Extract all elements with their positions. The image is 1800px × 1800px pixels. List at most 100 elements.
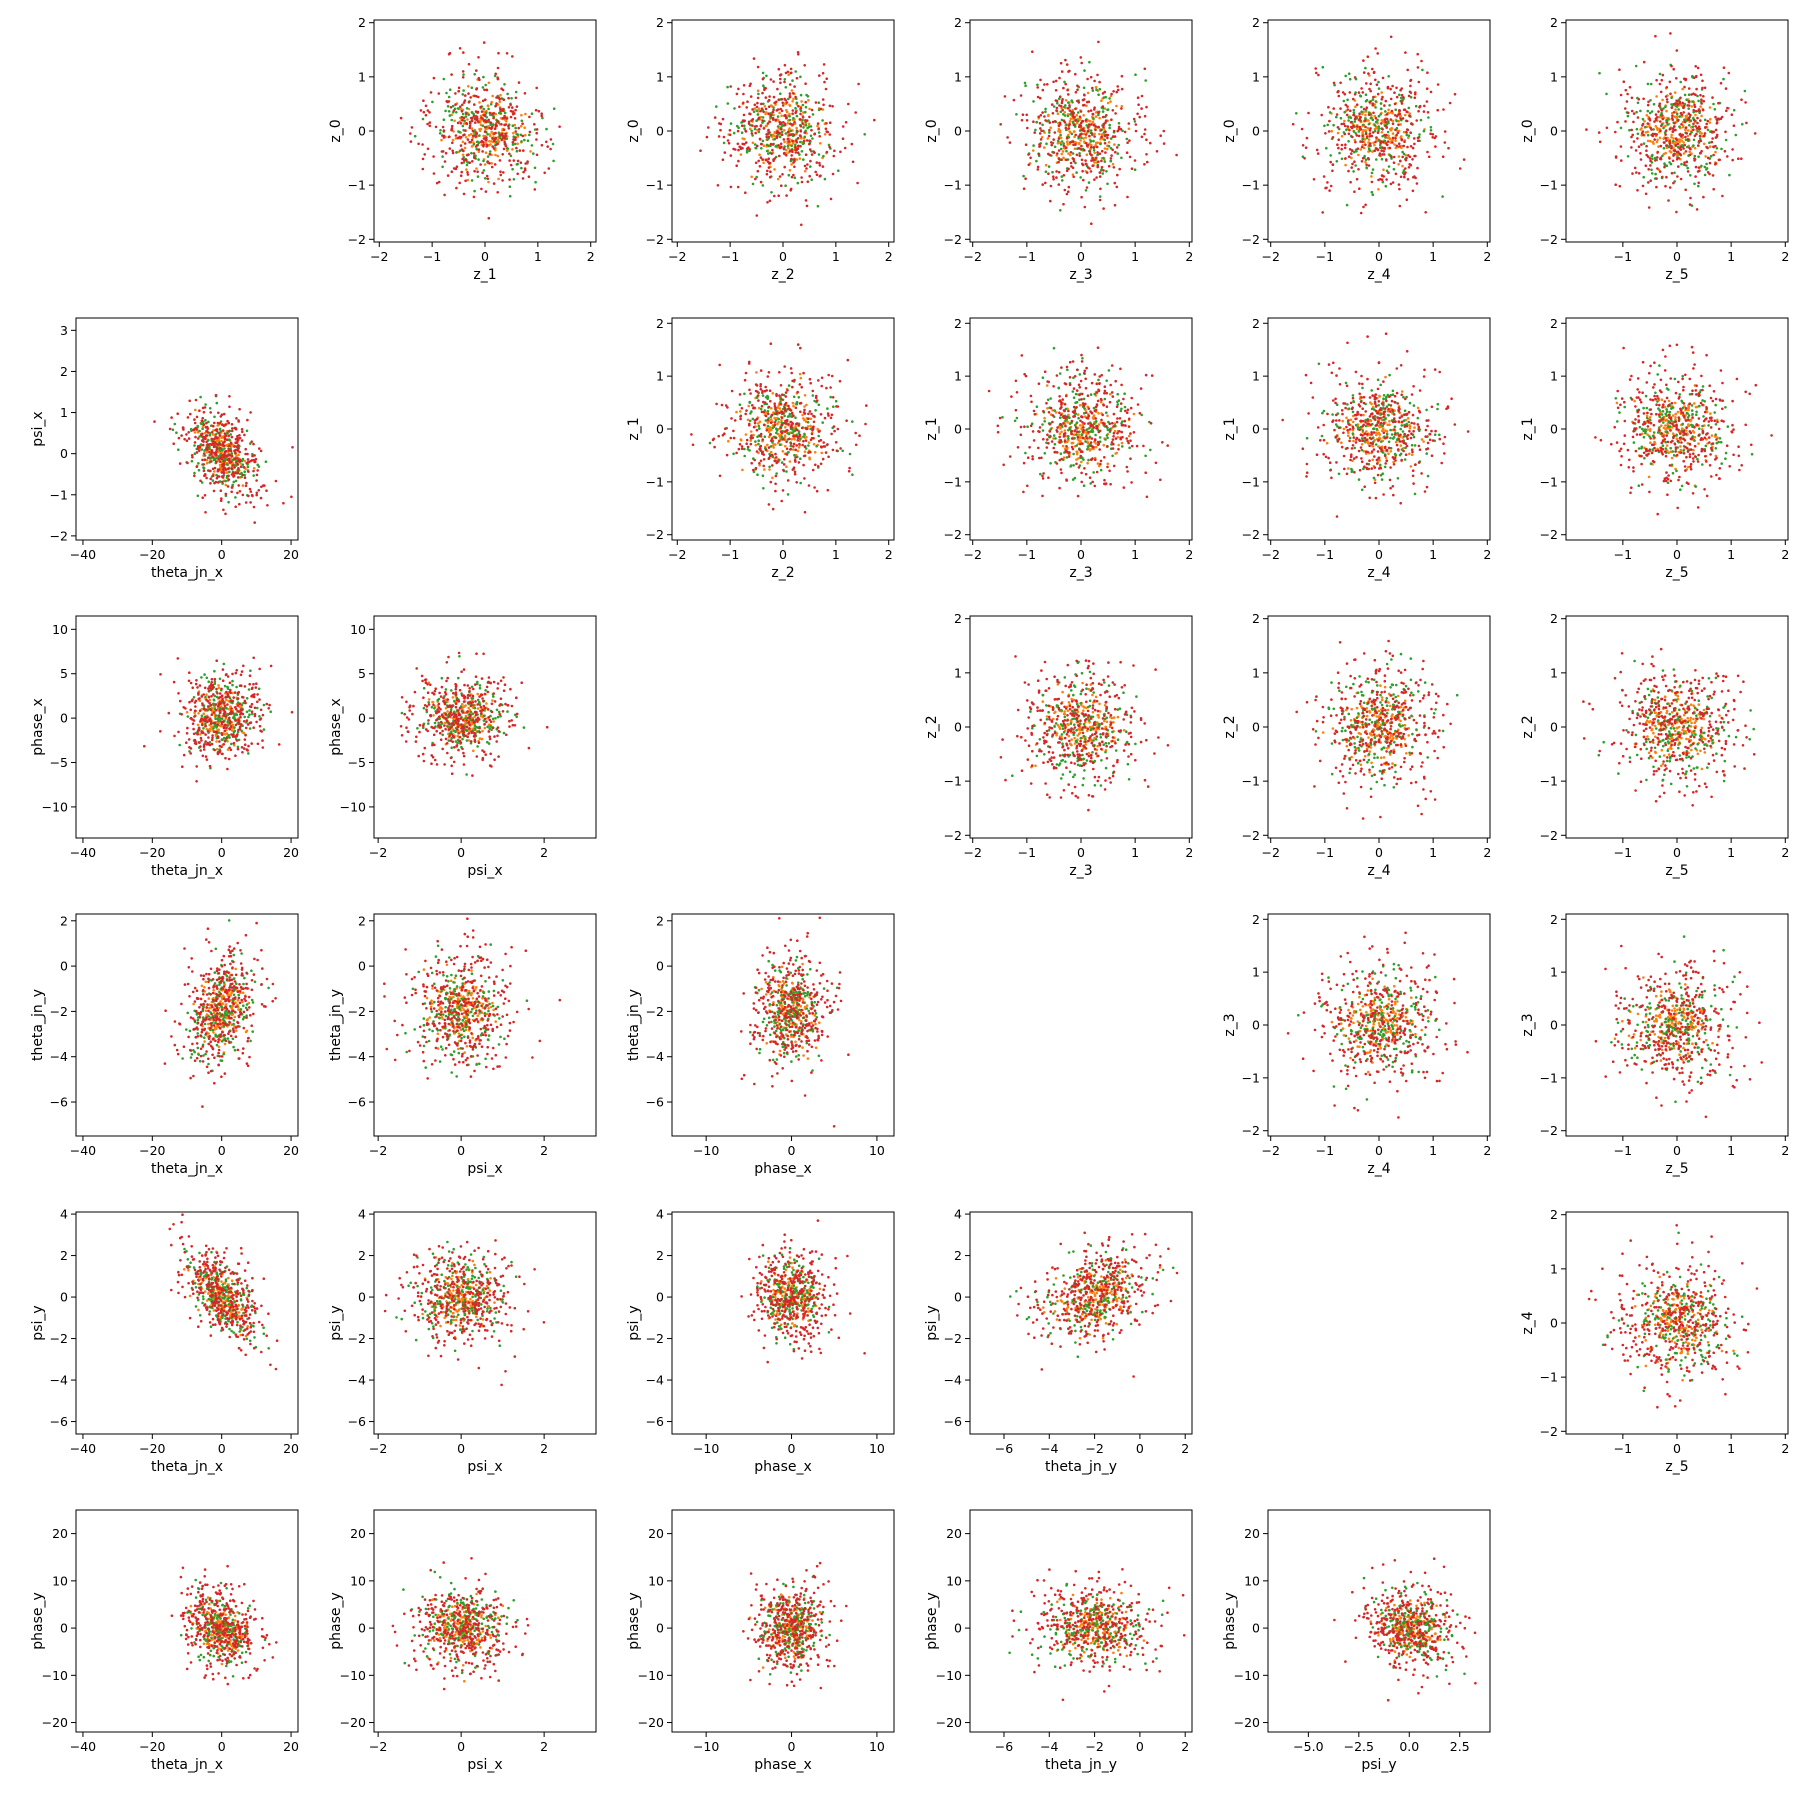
scatter-point: [1377, 188, 1380, 191]
scatter-point: [505, 123, 508, 126]
scatter-point: [1344, 164, 1347, 167]
y-axis-label: z_1: [626, 417, 642, 440]
scatter-point: [253, 467, 256, 470]
scatter-point: [1350, 121, 1353, 124]
scatter-point: [255, 494, 258, 497]
scatter-point: [788, 115, 791, 118]
scatter-point: [1620, 94, 1623, 97]
scatter-point: [485, 151, 488, 154]
scatter-point: [1682, 126, 1685, 129]
scatter-point: [799, 402, 802, 405]
scatter-point: [1362, 124, 1365, 127]
scatter-point: [1659, 129, 1662, 132]
scatter-point: [1043, 146, 1046, 149]
scatter-point: [1350, 157, 1353, 160]
scatter-point: [429, 125, 432, 128]
scatter-point: [1694, 175, 1697, 178]
scatter-point: [1343, 120, 1346, 123]
scatter-point: [1360, 110, 1363, 113]
scatter-point: [1649, 160, 1652, 163]
scatter-point: [1064, 83, 1067, 86]
scatter-point: [1065, 123, 1068, 126]
scatter-point: [249, 411, 252, 414]
scatter-point: [252, 474, 255, 477]
scatter-point: [782, 438, 785, 441]
scatter-point: [999, 123, 1002, 126]
scatter-point: [182, 427, 185, 430]
scatter-point: [1347, 119, 1350, 122]
scatter-point: [465, 136, 468, 139]
scatter-point: [722, 118, 725, 121]
scatter-point: [1687, 107, 1690, 110]
scatter-point: [1429, 133, 1432, 136]
scatter-point: [778, 68, 781, 71]
scatter-point: [535, 132, 538, 135]
scatter-point: [449, 147, 452, 150]
scatter-point: [1090, 140, 1093, 143]
scatter-point: [1394, 108, 1397, 111]
x-tick-label: −1: [1614, 249, 1632, 264]
scatter-point: [235, 428, 238, 431]
x-tick-label: −2: [668, 547, 686, 562]
scatter-point: [1330, 185, 1333, 188]
scatter-point: [1137, 103, 1140, 106]
scatter-point: [202, 440, 205, 443]
scatter-point: [1034, 129, 1037, 132]
scatter-point: [480, 188, 483, 191]
scatter-point: [1328, 189, 1331, 192]
scatter-point: [1043, 83, 1046, 86]
scatter-point: [1058, 137, 1061, 140]
scatter-point: [1673, 103, 1676, 106]
scatter-point: [794, 425, 797, 428]
scatter-point: [543, 172, 546, 175]
scatter-point: [1115, 105, 1118, 108]
scatter-point: [777, 178, 780, 181]
scatter-point: [255, 479, 258, 482]
scatter-point: [783, 458, 786, 461]
scatter-point: [746, 439, 749, 442]
scatter-point: [726, 454, 729, 457]
scatter-point: [1096, 151, 1099, 154]
scatter-point: [1360, 87, 1363, 90]
scatter-point: [487, 108, 490, 111]
scatter-point: [743, 84, 746, 87]
scatter-point: [833, 155, 836, 158]
scatter-point: [1329, 111, 1332, 114]
scatter-point: [1060, 158, 1063, 161]
scatter-point: [1645, 131, 1648, 134]
scatter-point: [858, 434, 861, 437]
scatter-point: [211, 455, 214, 458]
scatter-point: [760, 147, 763, 150]
scatter-point: [203, 467, 206, 470]
scatter-point: [503, 98, 506, 101]
scatter-point: [222, 429, 225, 432]
scatter-point: [1643, 142, 1646, 145]
scatter-point: [1080, 56, 1083, 59]
scatter-point: [1112, 109, 1115, 112]
scatter-point: [1671, 106, 1674, 109]
scatter-point: [1378, 127, 1381, 130]
scatter-point: [741, 131, 744, 134]
scatter-point: [791, 79, 794, 82]
scatter-point: [1711, 141, 1714, 144]
scatter-point: [231, 423, 234, 426]
scatter-point: [804, 446, 807, 449]
scatter-point: [1680, 123, 1683, 126]
scatter-point: [237, 472, 240, 475]
scatter-point: [816, 490, 819, 493]
scatter-point: [1631, 110, 1634, 113]
scatter-point: [1676, 113, 1679, 116]
y-tick-label: −1: [1242, 178, 1260, 193]
scatter-point: [791, 89, 794, 92]
scatter-point: [1099, 175, 1102, 178]
scatter-point: [1418, 81, 1421, 84]
scatter-point: [1085, 119, 1088, 122]
scatter-point: [221, 449, 224, 452]
scatter-point: [806, 428, 809, 431]
scatter-point: [1647, 181, 1650, 184]
scatter-point: [733, 132, 736, 135]
scatter-point: [810, 418, 813, 421]
scatter-point: [224, 432, 227, 435]
scatter-point: [462, 73, 465, 76]
x-tick-label: 0: [1077, 249, 1085, 264]
